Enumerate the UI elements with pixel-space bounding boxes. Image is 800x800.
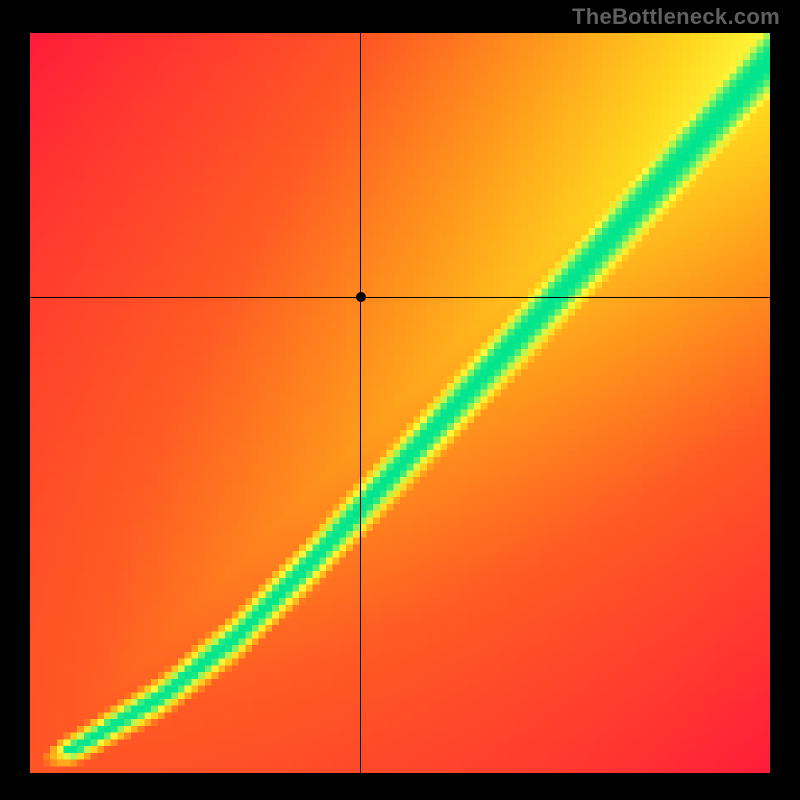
- crosshair-horizontal: [30, 297, 770, 298]
- watermark-text: TheBottleneck.com: [572, 4, 780, 30]
- data-point-marker: [356, 292, 366, 302]
- heatmap-plot: [30, 33, 770, 773]
- crosshair-vertical: [360, 33, 361, 773]
- heatmap-canvas: [30, 33, 770, 773]
